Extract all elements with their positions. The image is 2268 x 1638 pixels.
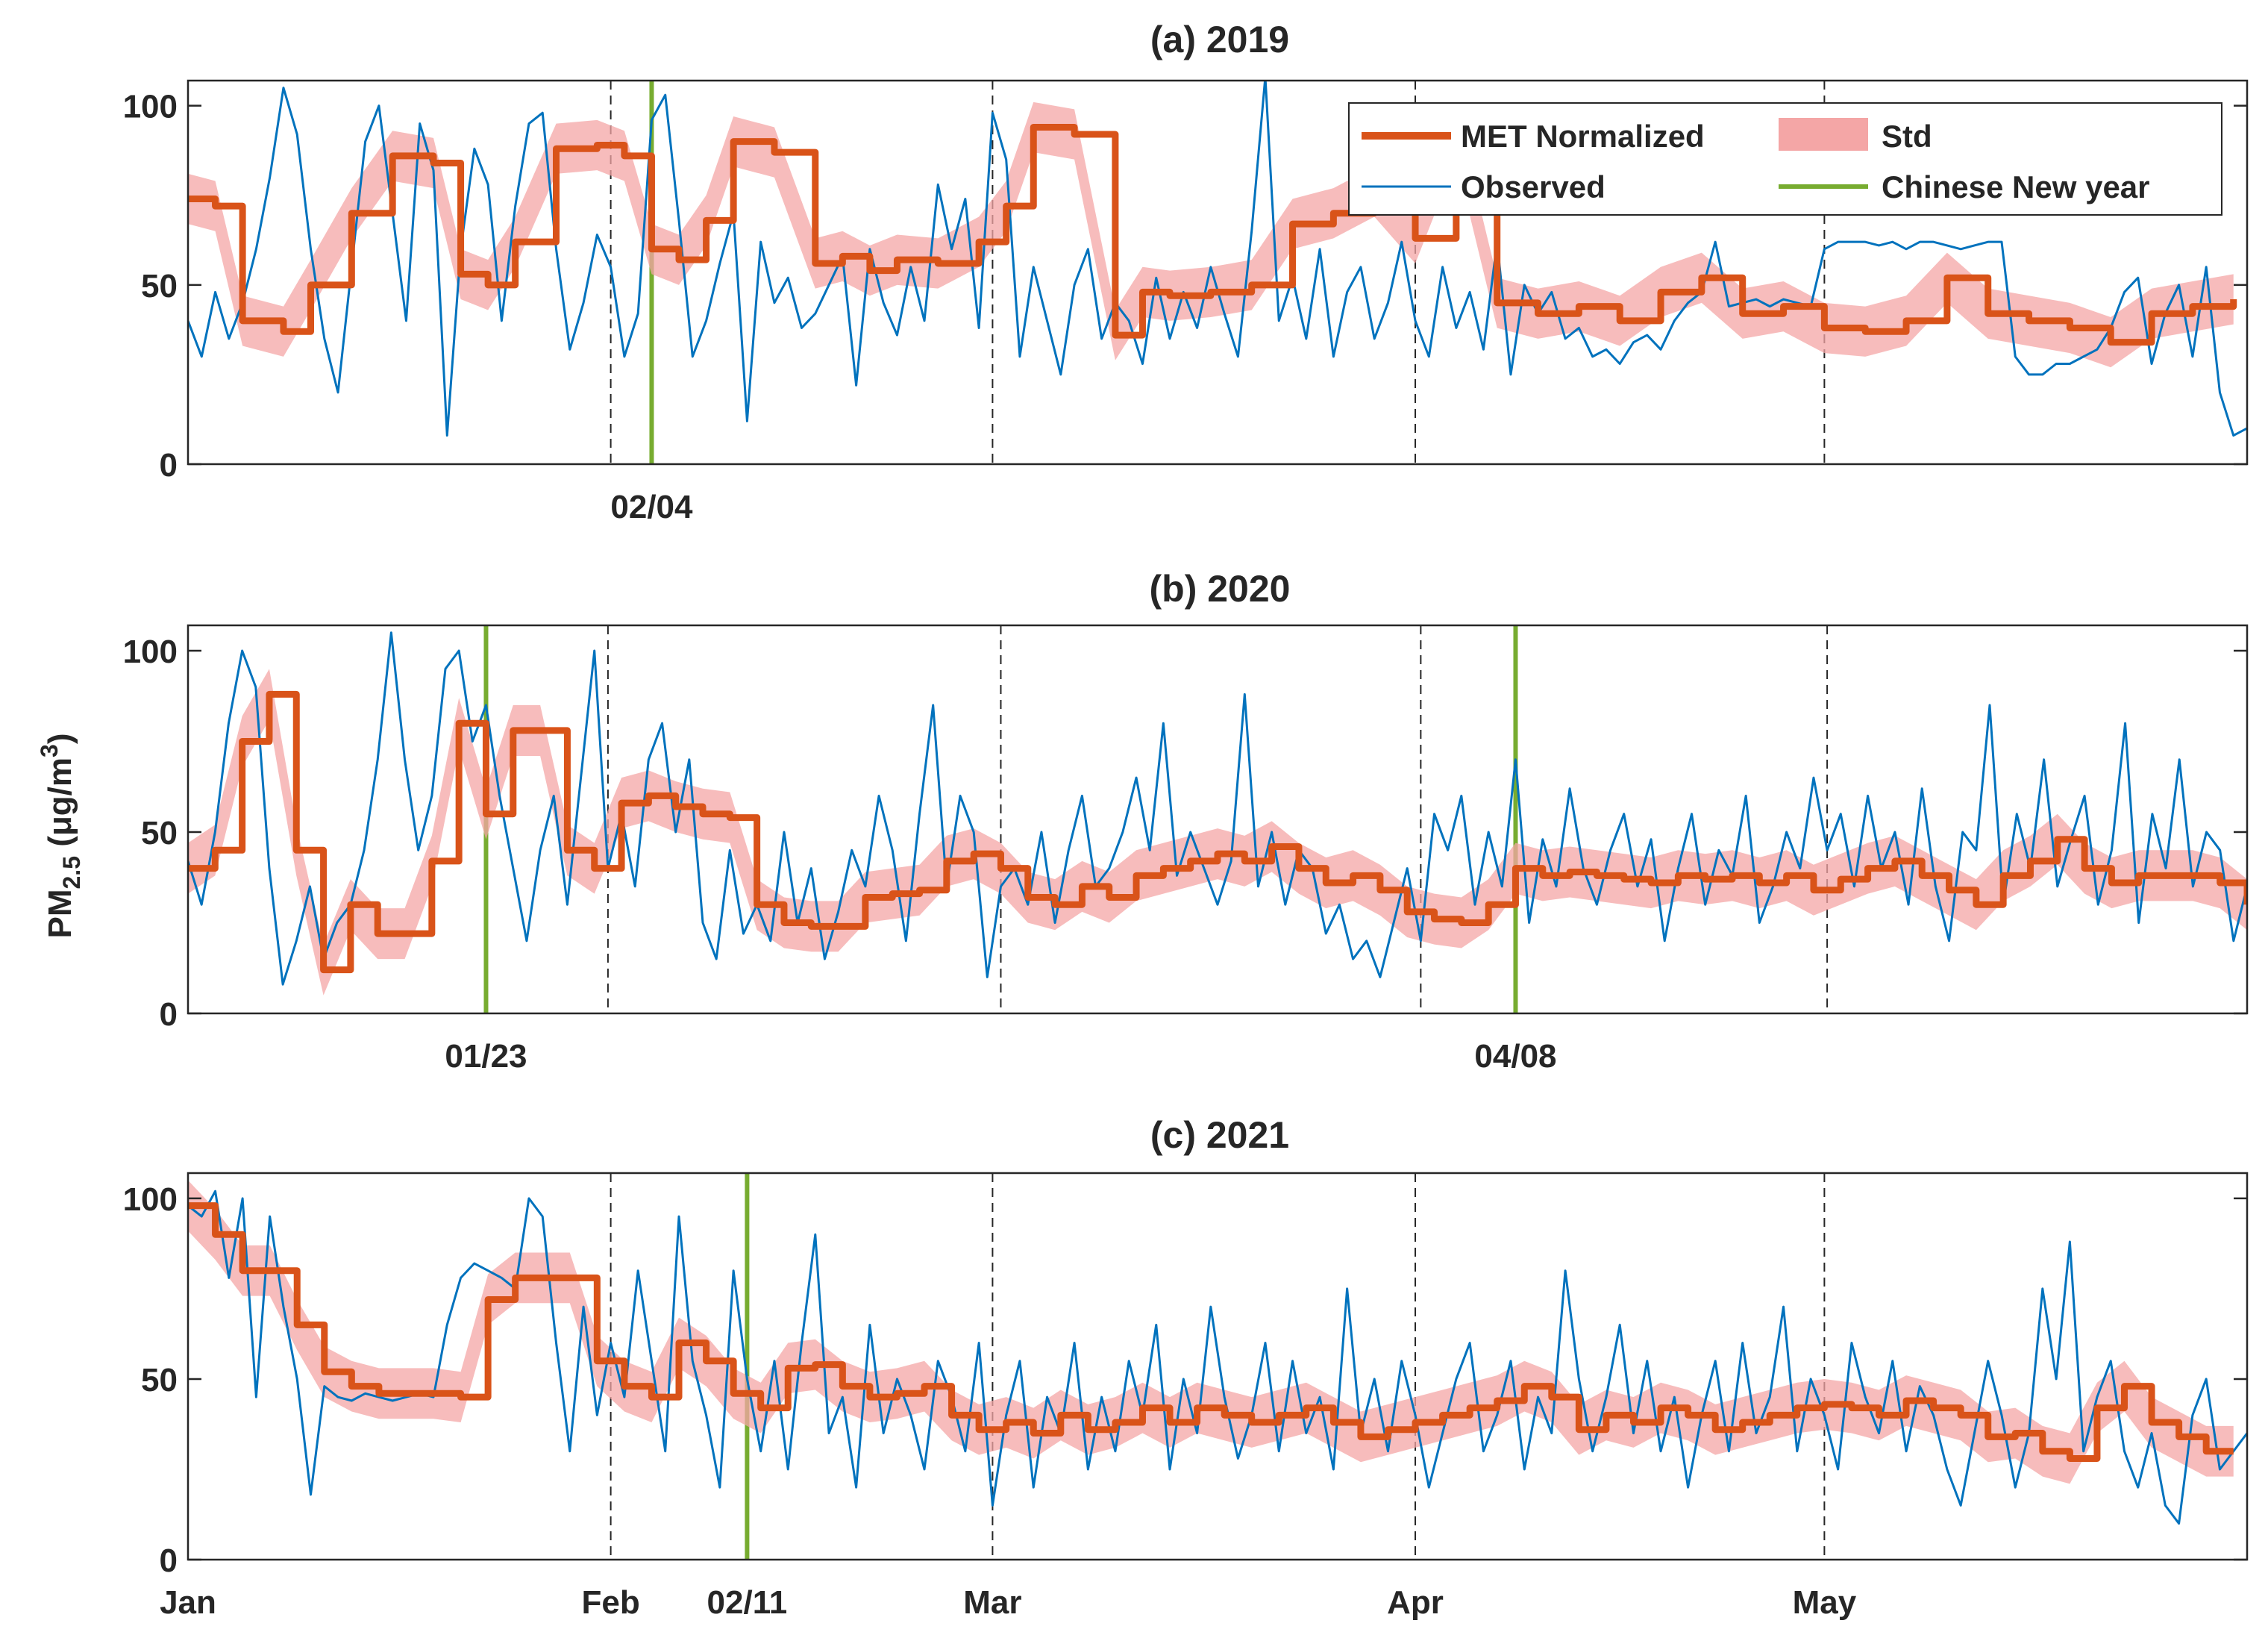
y-tick-label: 0 (160, 996, 178, 1033)
plot-area (188, 1173, 2247, 1560)
event-date-label: 04/08 (1474, 1038, 1556, 1075)
y-tick-label: 100 (123, 89, 178, 125)
y-tick-label: 0 (160, 1542, 178, 1579)
y-tick-label: 50 (141, 1362, 178, 1398)
observed-series (188, 1190, 2247, 1525)
legend-met-label: MET Normalized (1461, 119, 1705, 154)
legend-cny-label: Chinese New year (1882, 169, 2150, 204)
panel-a: 0 50 100 02/04 (123, 79, 2249, 525)
x-tick-label: Feb (582, 1584, 640, 1621)
std-band (188, 101, 2234, 368)
event-date-label: 02/04 (610, 489, 693, 525)
y-label-sub: 2.5 (58, 856, 85, 889)
y-tick-label: 100 (123, 1181, 178, 1218)
legend-std-label: Std (1882, 119, 1932, 154)
legend-std-swatch (1779, 118, 1868, 151)
x-tick-label: May (1793, 1584, 1857, 1621)
plot-area (188, 625, 2247, 1013)
x-tick-label: Jan (160, 1584, 216, 1621)
event-date-label: 01/23 (445, 1038, 527, 1075)
y-label-sup: 3 (36, 744, 63, 757)
met-normalized-series (188, 123, 2237, 346)
panel-b: 0 50 100 01/23 04/08 (123, 624, 2249, 1075)
x-tick-label: Apr (1387, 1584, 1444, 1621)
y-tick-label: 100 (123, 634, 178, 670)
axes-box (187, 624, 2249, 1015)
panel-c: 0 50 100 02/11 Jan Feb Mar Apr May (123, 1172, 2249, 1621)
legend-observed-label: Observed (1461, 169, 1606, 204)
met-normalized-series (188, 1202, 2234, 1462)
std-band (188, 1180, 2234, 1484)
panel-b-title: (b) 2020 (1150, 568, 1291, 610)
y-tick-label: 0 (160, 447, 178, 484)
std-band (188, 669, 2247, 995)
axes-box (187, 79, 2249, 466)
event-date-label: 02/11 (707, 1584, 788, 1621)
met-normalized-series (188, 690, 2247, 974)
panel-a-title: (a) 2019 (1150, 19, 1289, 60)
y-label-close: ) (42, 734, 78, 745)
y-label-pm: PM (42, 889, 78, 938)
x-tick-label: Mar (963, 1584, 1021, 1621)
y-label-unit: (μg/m (42, 757, 78, 856)
observed-series (188, 631, 2247, 986)
y-tick-label: 50 (141, 268, 178, 304)
axes-box (187, 1172, 2249, 1561)
legend: MET Normalized Std Observed Chinese New … (1348, 102, 2222, 216)
panel-c-title: (c) 2021 (1150, 1114, 1289, 1156)
y-axis-label: PM2.5 (μg/m3) (36, 734, 85, 939)
y-tick-label: 50 (141, 815, 178, 851)
